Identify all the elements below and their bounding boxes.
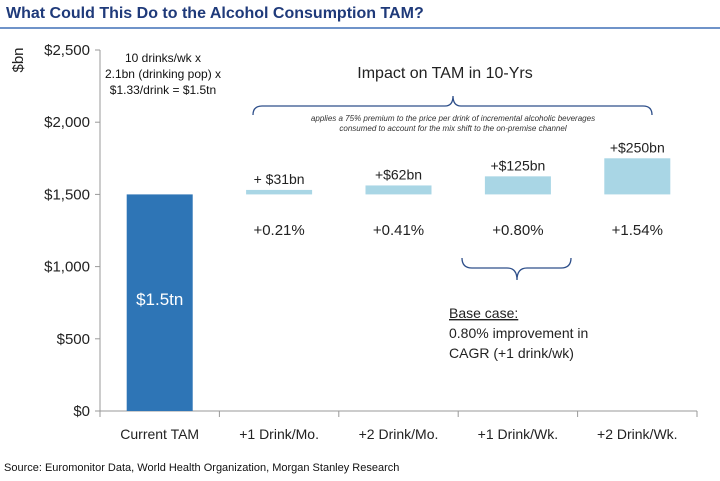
y-tick-label: $1,500 [44,186,90,203]
pct-labels: +0.21% +0.41% +0.80% +1.54% [253,222,662,239]
y-tick-label: $1,000 [44,259,90,276]
y-ticks: $0 $500 $1,000 $1,500 $2,000 $2,500 [44,42,100,420]
y-tick-label: $0 [73,403,90,420]
y-axis-label: $bn [10,47,27,72]
x-tick-label: +1 Drink/Wk. [478,426,559,442]
x-tick-label: +2 Drink/Wk. [597,426,678,442]
x-tick-label: +2 Drink/Mo. [359,426,439,442]
source-note: Source: Euromonitor Data, World Health O… [4,462,400,474]
bars [126,158,671,411]
pct-label: +1.54% [612,222,663,239]
x-labels: Current TAM +1 Drink/Mo. +2 Drink/Mo. +1 Dr… [120,426,677,442]
y-tick-label: $500 [57,331,90,348]
pct-label: +0.41% [373,222,424,239]
increment-value-label: +$62bn [375,166,422,182]
x-ticks [99,411,698,417]
formula-line-3: $1.33/drink = $1.5tn [110,83,216,97]
pct-label: +0.80% [492,222,543,239]
bar-increment [246,189,313,195]
base-case-brace [461,257,572,281]
pct-label: +0.21% [253,222,304,239]
bar-label-current-tam: $1.5tn [136,290,183,309]
y-tick-label: $2,000 [44,114,90,131]
value-labels: $1.5tn + $31bn +$62bn +$125bn +$250bn [136,139,665,309]
page-title: What Could This Do to the Alcohol Consum… [6,5,424,22]
y-tick-label: $2,500 [44,42,90,59]
base-case-line-3: CAGR (+1 drink/wk) [449,345,574,361]
x-tick-label: +1 Drink/Mo. [239,426,319,442]
formula-line-2: 2.1bn (drinking pop) x [105,67,221,81]
title-divider [0,27,720,29]
bar-increment [365,185,432,195]
base-case-line-2: 0.80% improvement in [449,325,588,341]
impact-title: Impact on TAM in 10-Yrs [357,65,532,82]
formula-line-1: 10 drinks/wk x [125,51,201,65]
base-case-heading: Base case: [449,305,518,321]
impact-brace [252,95,653,116]
bar-increment [484,176,551,195]
increment-value-label: + $31bn [254,171,305,187]
bar-current-tam [126,194,193,411]
x-tick-label: Current TAM [120,426,199,442]
premium-note-line-1: applies a 75% premium to the price per d… [311,114,595,123]
increment-value-label: +$125bn [490,157,545,173]
premium-note-line-2: consumed to account for the mix shift to… [339,124,566,133]
increment-value-label: +$250bn [610,139,665,155]
bar-increment [604,158,671,195]
